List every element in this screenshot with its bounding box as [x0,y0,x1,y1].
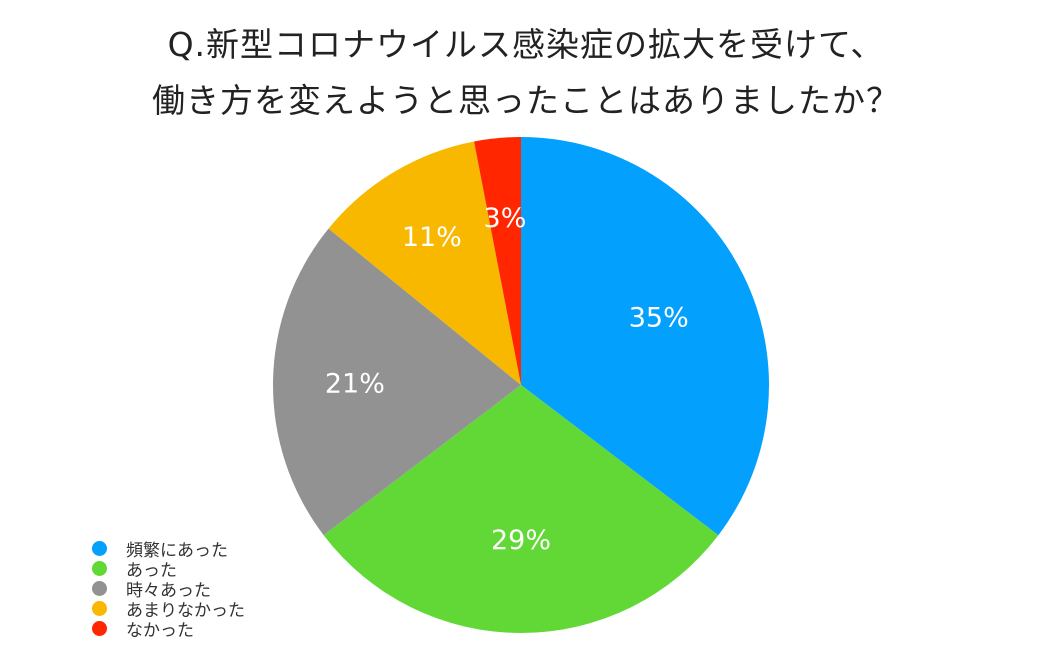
chart-title-line1: Q.新型コロナウイルス感染症の拡大を受けて、 [167,25,885,64]
legend-label: あった [126,560,177,581]
slice-percent-label: 3% [484,203,527,234]
slice-percent-label: 11% [402,222,462,253]
legend-item: あった [92,558,245,581]
legend: 頻繁にあった あった 時々あった あまりなかった なかった [92,538,245,641]
pie-labels: 35% 29% 21% 11% 3% [325,203,689,556]
legend-label: なかった [126,620,194,641]
legend-label: 時々あった [126,580,211,601]
legend-color-dot [92,580,107,596]
legend-label: あまりなかった [126,600,245,621]
pie-slice [323,385,719,633]
pie-slice [328,141,521,385]
legend-label: 頻繁にあった [126,540,228,561]
pie-slices [272,137,769,633]
legend-item: 時々あった [92,578,245,601]
slice-percent-label: 35% [629,303,689,334]
legend-color-dot [92,560,107,576]
legend-item: 頻繁にあった [92,538,245,561]
pie-slice [521,137,769,536]
legend-color-dot [92,600,107,616]
slice-percent-label: 21% [325,368,385,399]
legend-color-dot [92,620,107,636]
pie-slice [272,228,521,536]
legend-item: あまりなかった [92,598,245,621]
legend-item: なかった [92,618,245,641]
pie-slice [474,137,521,385]
chart-title-line2: 働き方を変えようと思ったことはありましたか？ [152,81,900,120]
slice-percent-label: 29% [491,525,551,556]
legend-color-dot [92,540,107,556]
